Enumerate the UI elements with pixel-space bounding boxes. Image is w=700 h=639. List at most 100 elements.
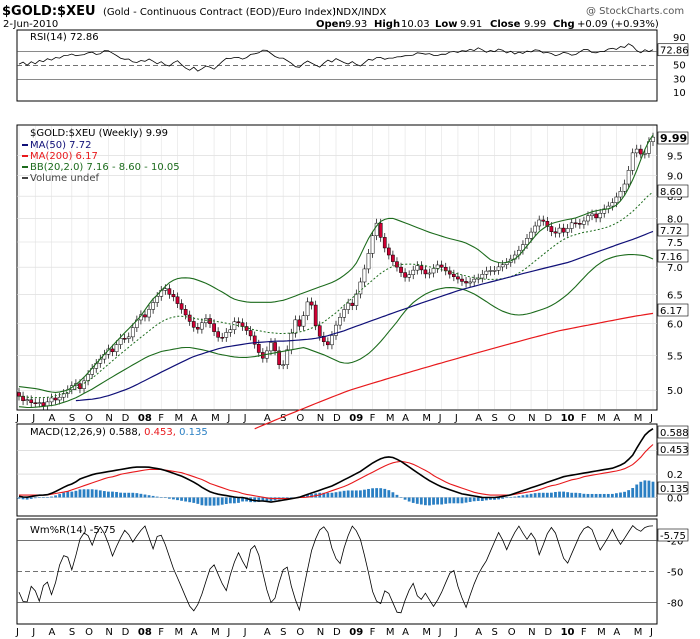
williams-x-tick-label: S bbox=[492, 627, 498, 638]
macd-histogram-bar bbox=[192, 497, 196, 503]
price-candle-body bbox=[626, 170, 631, 185]
macd-histogram-bar bbox=[615, 493, 618, 498]
price-candle-body bbox=[269, 342, 273, 352]
macd-histogram-bar bbox=[196, 497, 200, 504]
macd-histogram-bar bbox=[501, 497, 505, 499]
williams-x-tick-label: O bbox=[296, 627, 304, 638]
price-candle-body bbox=[346, 302, 351, 310]
price-x-tick-label: D bbox=[544, 413, 552, 424]
macd-histogram-bar bbox=[570, 492, 574, 498]
price-candle-body bbox=[163, 288, 168, 291]
price-candle-body bbox=[326, 341, 330, 346]
price-candle-body bbox=[195, 327, 200, 330]
price-x-tick-label: 09 bbox=[349, 413, 363, 424]
williams-x-tick-label: A bbox=[402, 627, 409, 638]
williams-y-tick-label: -50 bbox=[667, 568, 683, 579]
ma200-line bbox=[254, 312, 654, 430]
price-candle-body bbox=[143, 314, 147, 318]
price-x-tick-label: F bbox=[158, 413, 164, 424]
price-candle-body bbox=[232, 321, 237, 330]
macd-histogram-bar bbox=[549, 492, 553, 498]
macd-y-tick-label: 0.0 bbox=[667, 493, 683, 504]
price-last-close-tag: 9.99 bbox=[660, 132, 687, 145]
price-candle-body bbox=[480, 274, 485, 279]
price-candle-body bbox=[175, 296, 180, 304]
macd-histogram-bar bbox=[594, 493, 598, 498]
macd-histogram-bar bbox=[448, 497, 452, 504]
price-candle-body bbox=[17, 392, 21, 397]
price-candle-body bbox=[281, 364, 286, 366]
price-candle-body bbox=[338, 317, 342, 326]
price-candle-body bbox=[33, 402, 38, 404]
macd-histogram-bar bbox=[98, 490, 102, 498]
price-candle-body bbox=[25, 399, 29, 401]
macd-histogram-bar bbox=[155, 496, 159, 498]
price-candle-body bbox=[297, 319, 302, 327]
macd-histogram-bar bbox=[484, 497, 488, 501]
macd-y-tick-label: 0.2 bbox=[667, 470, 683, 481]
price-candle-body bbox=[130, 327, 135, 338]
price-candle-body bbox=[151, 302, 155, 310]
price-candle-body bbox=[565, 228, 570, 233]
williams-x-tick-label: A bbox=[475, 627, 482, 638]
williams-x-tick-label: O bbox=[508, 627, 516, 638]
price-x-tick-label: 10 bbox=[561, 413, 575, 424]
macd-histogram-bar bbox=[562, 491, 565, 498]
macd-histogram-bar bbox=[432, 497, 435, 505]
macd-histogram-bar bbox=[70, 491, 74, 498]
price-candle-body bbox=[488, 270, 493, 272]
macd-histogram-bar bbox=[497, 497, 500, 500]
williams-x-tick-label: M bbox=[422, 627, 431, 638]
price-x-tick-label: O bbox=[296, 413, 304, 424]
price-candle-body bbox=[472, 278, 477, 283]
macd-hist-last-tag: 0.135 bbox=[660, 484, 689, 495]
price-candle-body bbox=[167, 288, 172, 295]
price-candle-body bbox=[443, 266, 448, 272]
price-x-tick-label: J bbox=[226, 413, 230, 424]
price-x-tick-label: S bbox=[280, 413, 286, 424]
price-last-close-tag-box bbox=[657, 131, 689, 145]
price-candle-body bbox=[582, 220, 586, 225]
macd-histogram-bar bbox=[261, 497, 265, 502]
macd-histogram-bar bbox=[127, 492, 131, 498]
price-candle-body bbox=[590, 213, 594, 217]
low-label: Low bbox=[435, 19, 457, 30]
macd-histogram-bar bbox=[419, 497, 423, 505]
williams-x-tick-label: F bbox=[158, 627, 164, 638]
macd-histogram-bar bbox=[554, 491, 557, 498]
williams-y-tick-label: -80 bbox=[667, 598, 683, 609]
macd-histogram-bar bbox=[598, 493, 602, 498]
macd-histogram-bar bbox=[590, 493, 594, 498]
macd-histogram-bar bbox=[232, 497, 236, 504]
macd-signal-last-tag: 0.453 bbox=[660, 445, 689, 456]
low-value: 9.91 bbox=[460, 19, 482, 30]
macd-histogram-bar bbox=[216, 497, 220, 506]
high-label: High bbox=[374, 19, 400, 30]
price-candle-body bbox=[309, 301, 314, 306]
price-legend-item: BB(20,2.0) 7.16 - 8.60 - 10.05 bbox=[30, 162, 180, 173]
price-candle-body bbox=[391, 254, 395, 262]
williams-x-tick-label: J bbox=[243, 627, 247, 638]
macd-histogram-bar bbox=[424, 497, 427, 506]
macd-histogram-bar bbox=[505, 497, 509, 499]
price-x-tick-label: D bbox=[333, 413, 341, 424]
price-x-tick-label: N bbox=[528, 413, 535, 424]
price-candle-body bbox=[634, 148, 639, 154]
price-candle-body bbox=[57, 396, 62, 401]
price-candle-body bbox=[236, 321, 241, 324]
price-candle-body bbox=[378, 222, 383, 238]
bb-lower-line bbox=[18, 253, 654, 409]
price-x-tick-label: A bbox=[475, 413, 482, 424]
ohlc-summary: Open 9.93 High 10.03 Low 9.91 Close 9.99… bbox=[316, 19, 659, 30]
macd-histogram-bar bbox=[472, 497, 476, 502]
macd-histogram-bar bbox=[167, 497, 171, 499]
chart-exchange: INDX/INDX bbox=[333, 7, 386, 18]
macd-histogram-bar bbox=[415, 497, 419, 504]
macd-histogram-bar bbox=[322, 492, 326, 498]
price-candle-body bbox=[537, 219, 542, 227]
price-candle-body bbox=[541, 219, 546, 222]
macd-histogram-bar bbox=[204, 497, 208, 506]
macd-histogram-bar bbox=[541, 492, 545, 498]
price-x-tick-label: A bbox=[402, 413, 409, 424]
